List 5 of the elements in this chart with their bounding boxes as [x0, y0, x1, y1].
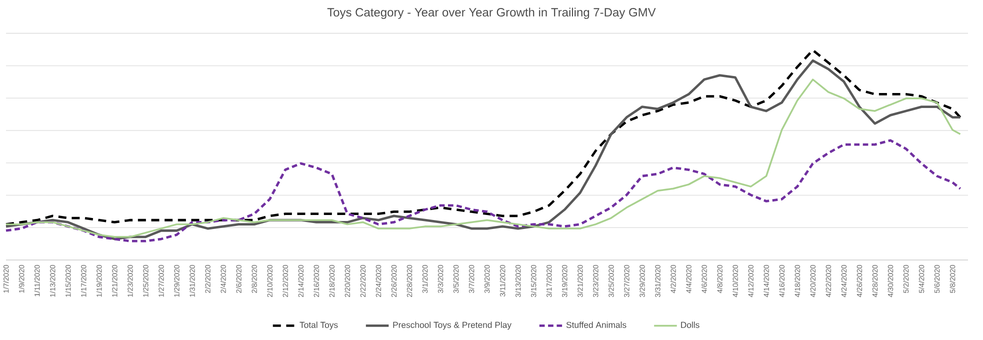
legend-label: Stuffed Animals — [566, 322, 626, 328]
legend-label: Preschool Toys & Pretend Play — [393, 322, 512, 330]
legend-label: Dolls — [681, 322, 700, 328]
chart-title: Toys Category - Year over Year Growth in Trailing 7-Day GMV — [327, 8, 656, 19]
legend-label: Total Toys — [300, 322, 338, 330]
